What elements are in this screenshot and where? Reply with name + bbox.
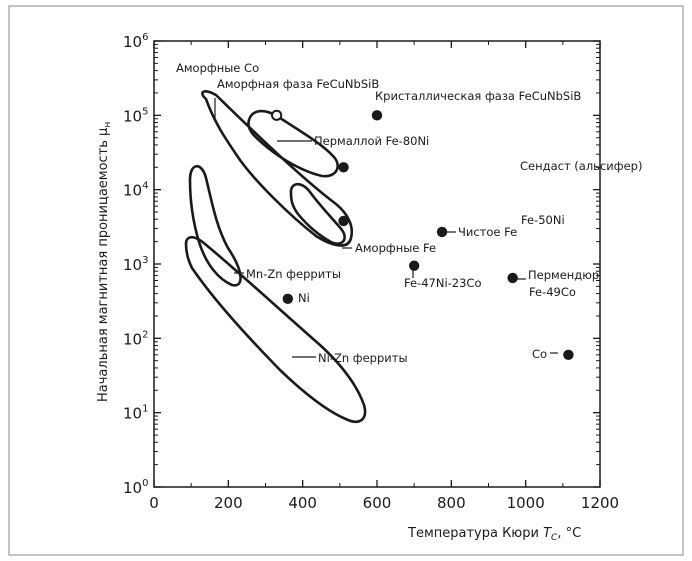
y-tick-label: 102 [123,329,148,348]
x-tick-label: 800 [437,494,466,512]
label-permendur-2: Fe-49Co [529,285,576,299]
label-sendust: Сендаст (альсифер) [520,159,642,173]
x-tick-labels: 0 200 400 600 800 1000 1200 [149,494,619,512]
y-tick-label: 100 [123,478,148,497]
label-amorphous-fe: Аморфные Fe [355,241,436,255]
label-mnzn: Mn-Zn ферриты [246,267,341,281]
x-tick-label: 1200 [581,494,619,512]
label-amorphous-phase: Аморфная фаза FeCuNbSiB [217,77,379,91]
label-co: Co [532,347,547,361]
plot-area [153,40,601,488]
data-point [507,272,518,284]
data-point-open [271,109,283,121]
data-point [408,260,420,271]
y-tick-labels: 100 101 102 103 104 105 106 [123,32,148,497]
y-tick-label: 104 [123,181,148,200]
y-tick-label: 101 [123,404,148,423]
x-tick-label: 1000 [507,494,545,512]
label-fe50ni: Fe-50Ni [521,213,565,227]
label-nizn: Ni-Zn ферриты [318,351,408,365]
label-pure-fe: Чистое Fe [458,225,517,239]
x-tick-label: 400 [288,494,317,512]
label-ni: Ni [298,291,310,305]
x-tick-label: 0 [149,494,159,512]
label-fe47: Fe-47Ni-23Co [404,276,482,290]
axis-ticks [153,40,601,488]
region-amorphous-co [201,90,354,247]
label-crystalline-phase: Кристаллическая фаза FeCuNbSiB [375,89,581,103]
data-point [338,162,349,173]
region-amorphous-fe [289,182,346,245]
data-point [371,110,383,121]
annotations: Аморфные Co Аморфная фаза FeCuNbSiB Крис… [176,61,642,365]
data-point [436,226,448,238]
figure-frame [8,5,684,556]
y-tick-label: 105 [123,106,148,125]
y-axis-label: Начальная магнитная проницаемость μн [96,122,113,402]
data-point [338,215,349,227]
x-tick-label: 600 [363,494,392,512]
y-tick-label: 103 [123,255,148,274]
region-nizn-ferrite [184,235,367,424]
data-markers [271,109,574,361]
x-axis-label: Температура Кюри TC, °C [407,526,581,543]
data-point [282,293,293,305]
label-permalloy: Пермаллой Fe-80Ni [314,134,429,148]
data-point [563,349,574,361]
x-tick-label: 200 [214,494,243,512]
y-tick-label: 106 [123,32,148,51]
label-permendur-1: Пермендюр [528,268,599,282]
label-amorphous-co: Аморфные Co [176,61,259,75]
